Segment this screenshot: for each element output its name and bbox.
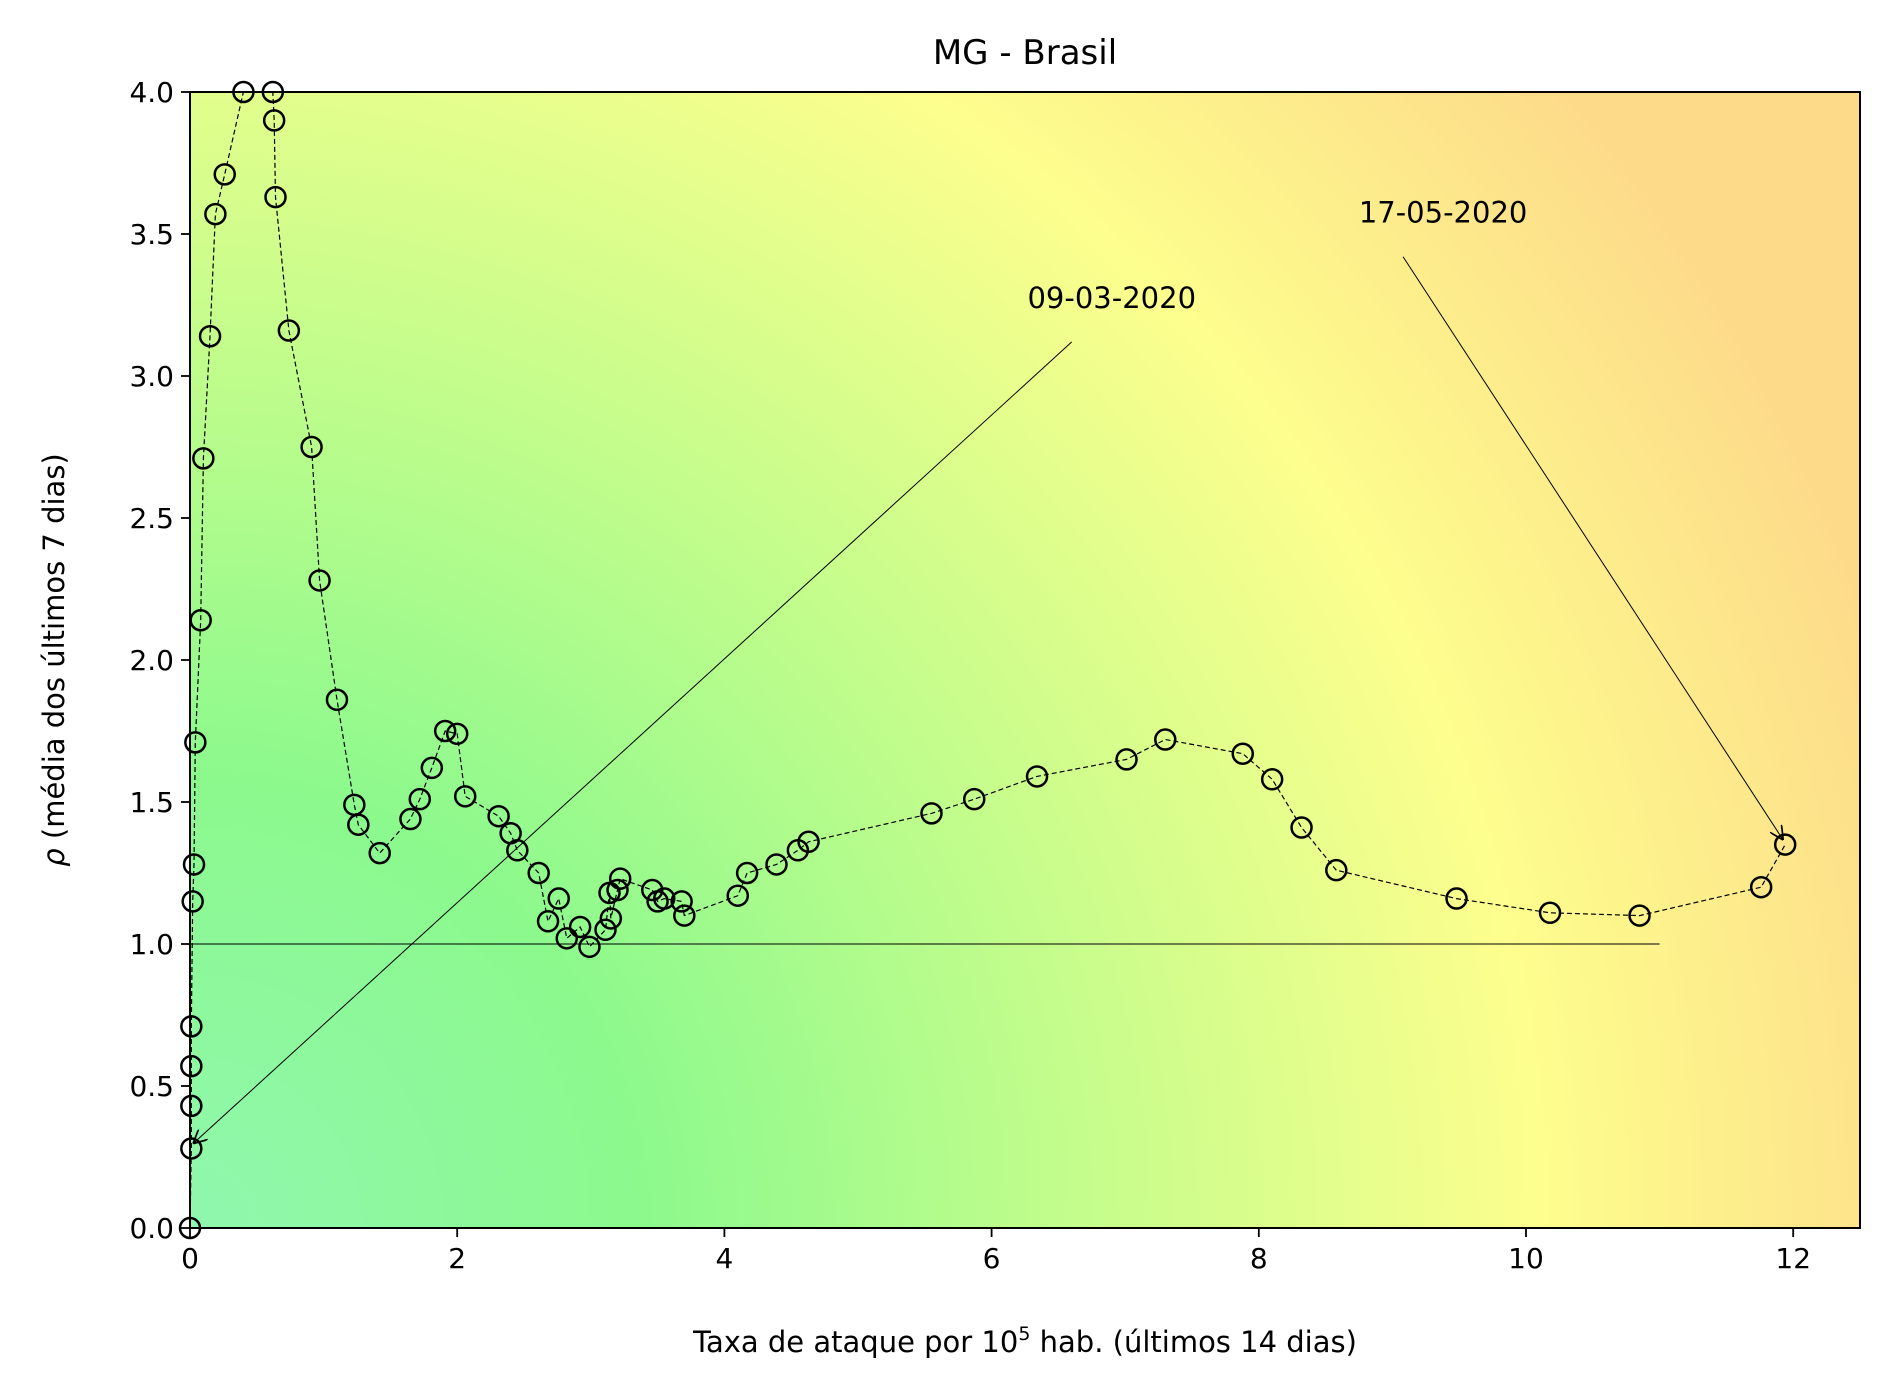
data-point-44 [641, 878, 664, 902]
annotation-layer: 09-03-2020 17-05-2020 [194, 196, 1783, 1143]
x-axis-title-superscript: 5 [1018, 1323, 1030, 1345]
data-point-11 [204, 202, 227, 226]
data-point-39 [594, 918, 617, 942]
data-point-47 [670, 890, 693, 913]
data-point-65 [1628, 904, 1651, 927]
data-point-53 [797, 830, 820, 854]
annotation-label-1: 17-05-2020 [1359, 196, 1528, 230]
data-point-22 [347, 813, 370, 836]
data-point-62 [1325, 858, 1348, 882]
data-point-17 [277, 319, 301, 342]
y-tick-label-3: 1.5 [129, 786, 174, 819]
data-point-46 [653, 887, 676, 910]
series-layer [178, 80, 1797, 1240]
data-point-3 [180, 1054, 203, 1078]
data-point-30 [487, 804, 510, 828]
y-tick-label-7: 3.5 [129, 218, 174, 251]
x-tick-label-3: 6 [983, 1242, 1001, 1275]
y-axis-title-text: (média dos últimos 7 dias) [37, 453, 71, 848]
data-point-41 [599, 907, 623, 930]
chart-title: MG - Brasil [933, 33, 1117, 73]
data-point-38 [578, 935, 601, 959]
x-tick-label-6: 12 [1775, 1242, 1811, 1275]
x-axis-title-suffix: hab. (últimos 14 dias) [1030, 1325, 1357, 1359]
x-axis: 0 2 4 6 8 10 12 [181, 1228, 1811, 1275]
x-tick-label-1: 2 [448, 1242, 466, 1275]
data-point-34 [536, 910, 560, 933]
data-point-4 [180, 1015, 203, 1038]
x-tick-label-4: 8 [1250, 1242, 1268, 1275]
data-point-19 [308, 569, 331, 592]
data-point-36 [555, 927, 579, 950]
data-point-20 [325, 688, 349, 712]
data-point-63 [1445, 887, 1468, 910]
data-point-67 [1773, 833, 1797, 856]
y-axis: 0.0 0.5 1.0 1.5 2.0 2.5 3.0 3.5 4.0 [129, 76, 190, 1245]
data-point-37 [568, 915, 592, 939]
data-point-23 [368, 841, 391, 865]
data-point-54 [920, 802, 943, 825]
data-point-33 [527, 861, 550, 885]
data-point-25 [408, 787, 432, 811]
data-point-10 [198, 324, 222, 348]
x-tick-label-2: 4 [715, 1242, 733, 1275]
y-axis-title-symbol: ρ [37, 848, 71, 867]
data-point-26 [420, 756, 444, 780]
data-point-15 [262, 109, 286, 132]
y-tick-label-1: 0.5 [129, 1070, 174, 1103]
data-point-50 [735, 861, 759, 885]
y-axis-title: ρ (média dos últimos 7 dias) [37, 453, 71, 867]
plot-background [190, 92, 1860, 1228]
data-point-35 [547, 887, 570, 910]
data-point-12 [213, 163, 236, 186]
data-point-42 [606, 878, 629, 902]
y-tick-label-5: 2.5 [129, 502, 174, 535]
data-point-29 [453, 785, 477, 808]
data-point-18 [300, 435, 323, 459]
data-point-60 [1260, 768, 1284, 791]
data-point-7 [184, 731, 207, 754]
x-axis-title: Taxa de ataque por 105 hab. (últimos 14 … [692, 1323, 1357, 1359]
y-tick-label-2: 1.0 [129, 928, 174, 961]
data-point-61 [1290, 816, 1313, 839]
annotation-label-0: 09-03-2020 [1027, 281, 1196, 315]
data-point-51 [765, 853, 788, 876]
data-point-55 [962, 787, 986, 811]
data-point-66 [1749, 875, 1773, 899]
data-point-6 [182, 853, 206, 876]
data-point-59 [1231, 742, 1255, 765]
data-point-56 [1025, 765, 1049, 788]
y-tick-label-6: 3.0 [129, 360, 174, 393]
data-point-24 [399, 807, 422, 831]
data-point-64 [1538, 901, 1562, 925]
data-point-27 [433, 719, 457, 743]
data-point-2 [180, 1094, 203, 1118]
data-point-32 [506, 839, 529, 862]
data-point-16 [264, 185, 287, 209]
data-point-48 [673, 904, 696, 927]
x-axis-title-main: Taxa de ataque por 10 [692, 1325, 1018, 1359]
data-point-1 [180, 1137, 203, 1160]
data-point-57 [1115, 748, 1138, 771]
y-tick-label-8: 4.0 [129, 76, 174, 109]
y-tick-label-0: 0.0 [129, 1212, 174, 1245]
annotation-arrow-0 [194, 341, 1073, 1143]
x-tick-label-0: 0 [181, 1242, 199, 1275]
data-point-58 [1154, 728, 1177, 751]
data-point-9 [192, 447, 215, 470]
data-point-28 [445, 722, 469, 746]
data-point-5 [181, 890, 204, 913]
y-tick-label-4: 2.0 [129, 644, 174, 677]
data-point-49 [726, 884, 750, 907]
data-point-43 [608, 867, 632, 890]
x-tick-label-5: 10 [1508, 1242, 1544, 1275]
annotation-arrow-1 [1402, 256, 1782, 839]
